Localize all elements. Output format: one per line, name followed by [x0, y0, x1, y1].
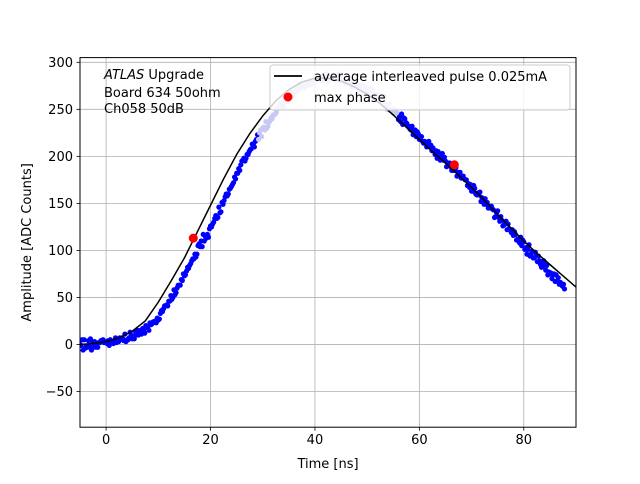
- y-tick-label: −50: [46, 385, 73, 400]
- scatter-point: [177, 282, 183, 288]
- scatter-point: [215, 214, 221, 221]
- x-tick-label: 40: [307, 433, 324, 448]
- scatter-point: [237, 167, 243, 174]
- scatter-point: [259, 134, 265, 140]
- y-tick-label: 100: [48, 244, 73, 259]
- scatter-point: [505, 221, 511, 227]
- legend-label-max-phase: max phase: [314, 91, 386, 106]
- scatter-point: [173, 290, 179, 296]
- plot-frame: [79, 57, 577, 428]
- annotation-line-2: Board 634 50ohm: [104, 86, 221, 101]
- legend-box: [269, 64, 571, 111]
- scatter-point: [555, 275, 561, 281]
- scatter-point: [225, 191, 231, 197]
- max-phase-point: [188, 233, 198, 243]
- scatter-point: [477, 189, 483, 195]
- upgrade-label: Upgrade: [144, 68, 204, 83]
- scatter-point: [146, 327, 152, 333]
- scatter-point: [526, 242, 532, 248]
- legend: average interleaved pulse 0.025mA max ph…: [269, 64, 571, 111]
- scatter-point: [216, 204, 222, 210]
- scatter-point: [81, 337, 87, 343]
- y-tick-label: 50: [56, 291, 73, 306]
- annotation-line-1: ATLAS Upgrade: [103, 68, 204, 83]
- scatter-point: [418, 134, 425, 140]
- x-tick-label: 60: [411, 433, 428, 448]
- y-tick-label: 200: [48, 150, 73, 165]
- scatter-point: [194, 251, 200, 257]
- scatter-point: [156, 316, 162, 322]
- x-tick-label: 80: [516, 433, 533, 448]
- scatter-point: [218, 209, 224, 215]
- y-tick-label: 250: [48, 103, 73, 118]
- scatter-point: [560, 281, 567, 287]
- scatter-point: [142, 330, 148, 336]
- x-tick-label: 20: [202, 433, 219, 448]
- y-tick-label: 150: [48, 197, 73, 212]
- scatter-point: [205, 234, 212, 240]
- scatter-point: [525, 246, 531, 253]
- scatter-point: [95, 344, 101, 350]
- scatter-point: [409, 123, 415, 129]
- y-tick-label: 300: [48, 56, 73, 71]
- scatter-point: [165, 303, 171, 309]
- legend-marker-max-phase: [283, 92, 293, 102]
- x-axis-label: Time [ns]: [296, 457, 358, 472]
- annotation-line-3: Ch058 50dB: [104, 102, 184, 117]
- scatter-point: [179, 277, 185, 284]
- grid-lines: [80, 57, 576, 428]
- axis-ticks: 0 20 40 60 80 −50 0 50 100 150 200 250 300: [46, 56, 533, 448]
- scatter-point: [457, 169, 463, 175]
- x-tick-label: 0: [102, 433, 110, 448]
- scatter-point: [544, 262, 550, 269]
- y-axis-label: Amplitude [ADC Counts]: [20, 163, 35, 321]
- scatter-point: [232, 176, 239, 182]
- legend-label-average-pulse: average interleaved pulse 0.025mA: [314, 70, 547, 85]
- annotation-block: ATLAS Upgrade Board 634 50ohm Ch058 50dB: [103, 68, 221, 117]
- scatter-point: [199, 244, 205, 250]
- scatter-point: [561, 286, 568, 292]
- max-phase-point: [449, 160, 459, 170]
- y-tick-label: 0: [65, 338, 73, 353]
- scatter-point: [251, 144, 257, 150]
- atlas-label: ATLAS: [103, 68, 144, 83]
